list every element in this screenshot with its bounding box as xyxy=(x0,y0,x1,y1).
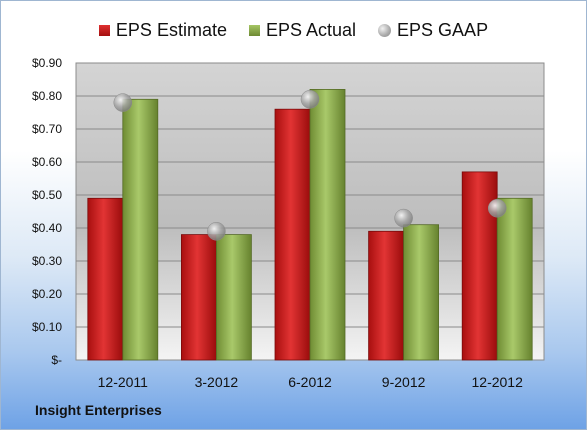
x-tick-label: 12-2011 xyxy=(98,374,149,390)
x-tick-label: 6-2012 xyxy=(288,374,332,390)
x-axis: 12-2011 3-2012 6-2012 9-2012 12-2012 xyxy=(98,374,523,390)
actual-bar xyxy=(215,234,252,361)
legend: EPS Estimate EPS Actual EPS GAAP xyxy=(1,17,586,43)
y-tick-label: $- xyxy=(51,353,62,367)
actual-bar xyxy=(122,98,159,361)
y-tick-label: $0.20 xyxy=(32,287,62,301)
y-tick-label: $0.60 xyxy=(32,155,62,169)
y-tick-label: $0.50 xyxy=(32,188,62,202)
y-tick-label: $0.30 xyxy=(32,254,62,268)
estimate-bar xyxy=(180,234,217,361)
y-tick-label: $0.70 xyxy=(32,122,62,136)
y-tick-label: $0.40 xyxy=(32,221,62,235)
gaap-marker xyxy=(300,90,320,109)
legend-label-estimate: EPS Estimate xyxy=(115,19,227,40)
actual-bar xyxy=(403,224,440,361)
gaap-marker xyxy=(394,208,413,228)
x-tick-label: 3-2012 xyxy=(195,374,239,390)
legend-label-actual: EPS Actual xyxy=(265,19,357,40)
bars xyxy=(87,89,533,361)
y-tick-label: $0.90 xyxy=(32,56,62,70)
gaap-marker xyxy=(207,222,226,241)
legend-swatch-actual xyxy=(248,24,260,36)
estimate-bar xyxy=(274,108,311,361)
gaap-markers xyxy=(113,90,507,241)
actual-bar xyxy=(496,197,533,361)
x-tick-label: 12-2012 xyxy=(472,374,524,390)
legend-item-eps-estimate: EPS Estimate xyxy=(98,19,227,41)
estimate-bar xyxy=(461,171,498,361)
y-tick-label: $0.10 xyxy=(32,320,62,334)
y-tick-label: $0.80 xyxy=(32,89,62,103)
gaap-marker xyxy=(113,93,133,112)
legend-label-gaap: EPS GAAP xyxy=(397,19,489,40)
x-tick-label: 9-2012 xyxy=(382,374,426,390)
gaap-marker xyxy=(487,198,507,218)
legend-item-eps-gaap: EPS GAAP xyxy=(378,20,488,41)
company-name: Insight Enterprises xyxy=(35,402,162,418)
estimate-bar xyxy=(368,230,405,361)
legend-swatch-gaap xyxy=(378,23,392,37)
y-axis: $- $0.10 $0.20 $0.30 $0.40 $0.50 $0.60 $0.70 $0.… xyxy=(32,56,62,367)
estimate-bar xyxy=(87,197,124,361)
actual-bar xyxy=(309,89,346,361)
legend-item-eps-actual: EPS Actual xyxy=(248,19,357,41)
legend-swatch-estimate xyxy=(98,24,110,36)
